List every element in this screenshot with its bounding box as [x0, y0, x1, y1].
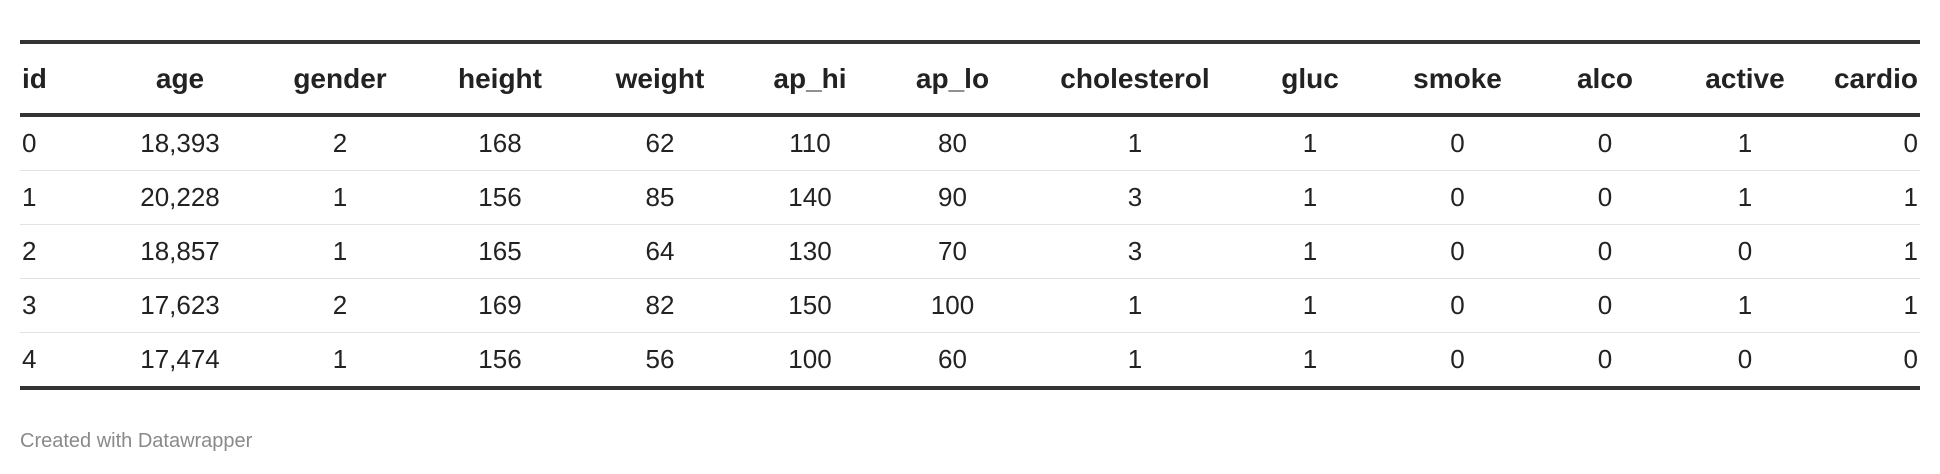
table-cell: 1 [1820, 224, 1920, 279]
table-cell: 82 [580, 278, 740, 333]
table-cell: 156 [420, 170, 580, 225]
table-cell: 1 [1025, 278, 1245, 333]
table-cell: 1 [260, 332, 420, 390]
column-header-alco: alco [1576, 62, 1634, 94]
table-cell: 1 [1820, 170, 1920, 225]
data-table: id age gender height weight ap_hi ap_lo … [20, 40, 1920, 390]
table-cell: 140 [740, 170, 880, 225]
table-cell: 4 [20, 332, 100, 390]
table-cell: 1 [1670, 115, 1820, 171]
data-table-container: id age gender height weight ap_hi ap_lo … [20, 40, 1920, 390]
table-cell: 3 [20, 278, 100, 333]
table-cell: 85 [580, 170, 740, 225]
column-header-ap-lo: ap_lo [915, 62, 990, 94]
table-cell: 110 [740, 115, 880, 171]
column-header-height: height [458, 62, 542, 94]
table-cell: 150 [740, 278, 880, 333]
table-cell: 1 [260, 170, 420, 225]
table-cell: 70 [880, 224, 1025, 279]
table-cell: 2 [260, 115, 420, 171]
column-header-cardio: cardio [1833, 62, 1918, 94]
table-cell: 0 [20, 115, 100, 171]
table-cell: 2 [260, 278, 420, 333]
table-cell: 1 [1245, 224, 1375, 279]
table-cell: 0 [1375, 278, 1540, 333]
column-header-age: age [155, 62, 205, 94]
table-cell: 18,857 [100, 224, 260, 279]
table-cell: 60 [880, 332, 1025, 390]
table-cell: 165 [420, 224, 580, 279]
table-cell: 1 [1245, 170, 1375, 225]
table-cell: 1 [1820, 278, 1920, 333]
table-cell: 100 [880, 278, 1025, 333]
table-cell: 0 [1375, 170, 1540, 225]
column-header-gender: gender [293, 62, 387, 94]
table-cell: 0 [1820, 115, 1920, 171]
table-header-row: id age gender height weight ap_hi ap_lo … [20, 42, 1920, 115]
column-header-cholesterol: cholesterol [1060, 62, 1210, 94]
column-header-active: active [1705, 62, 1785, 94]
column-header-smoke: smoke [1413, 62, 1502, 94]
table-cell: 156 [420, 332, 580, 390]
table-cell: 0 [1375, 115, 1540, 171]
table-cell: 0 [1375, 224, 1540, 279]
table-cell: 18,393 [100, 115, 260, 171]
table-cell: 17,474 [100, 332, 260, 390]
table-cell: 130 [740, 224, 880, 279]
column-header-id: id [22, 62, 47, 94]
table-row: 3 17,623 2 169 82 150 100 1 1 0 0 1 1 [20, 278, 1920, 333]
table-cell: 0 [1375, 332, 1540, 390]
table-row: 1 20,228 1 156 85 140 90 3 1 0 0 1 1 [20, 170, 1920, 225]
column-header-ap-hi: ap_hi [773, 62, 847, 94]
table-cell: 17,623 [100, 278, 260, 333]
table-cell: 2 [20, 224, 100, 279]
table-row: 2 18,857 1 165 64 130 70 3 1 0 0 0 1 [20, 224, 1920, 279]
table-cell: 1 [1245, 115, 1375, 171]
table-cell: 3 [1025, 224, 1245, 279]
table-cell: 1 [1245, 332, 1375, 390]
table-cell: 1 [1245, 278, 1375, 333]
table-cell: 1 [1025, 332, 1245, 390]
table-cell: 1 [20, 170, 100, 225]
table-cell: 62 [580, 115, 740, 171]
table-cell: 1 [1670, 170, 1820, 225]
table-cell: 0 [1540, 224, 1670, 279]
table-row: 0 18,393 2 168 62 110 80 1 1 0 0 1 0 [20, 115, 1920, 171]
table-cell: 64 [580, 224, 740, 279]
table-cell: 0 [1820, 332, 1920, 390]
table-cell: 90 [880, 170, 1025, 225]
column-header-gluc: gluc [1281, 62, 1339, 94]
table-cell: 0 [1540, 115, 1670, 171]
table-cell: 0 [1540, 170, 1670, 225]
table-cell: 3 [1025, 170, 1245, 225]
datawrapper-credit: Created with Datawrapper [20, 430, 253, 452]
table-cell: 100 [740, 332, 880, 390]
table-body: 0 18,393 2 168 62 110 80 1 1 0 0 1 0 1 2… [20, 115, 1920, 390]
table-cell: 0 [1540, 278, 1670, 333]
table-cell: 56 [580, 332, 740, 390]
table-cell: 169 [420, 278, 580, 333]
table-cell: 0 [1540, 332, 1670, 390]
table-cell: 168 [420, 115, 580, 171]
table-cell: 1 [1025, 115, 1245, 171]
table-cell: 20,228 [100, 170, 260, 225]
table-cell: 80 [880, 115, 1025, 171]
table-cell: 1 [260, 224, 420, 279]
table-row: 4 17,474 1 156 56 100 60 1 1 0 0 0 0 [20, 332, 1920, 390]
table-cell: 1 [1670, 278, 1820, 333]
column-header-weight: weight [615, 62, 705, 94]
table-cell: 0 [1670, 332, 1820, 390]
table-cell: 0 [1670, 224, 1820, 279]
